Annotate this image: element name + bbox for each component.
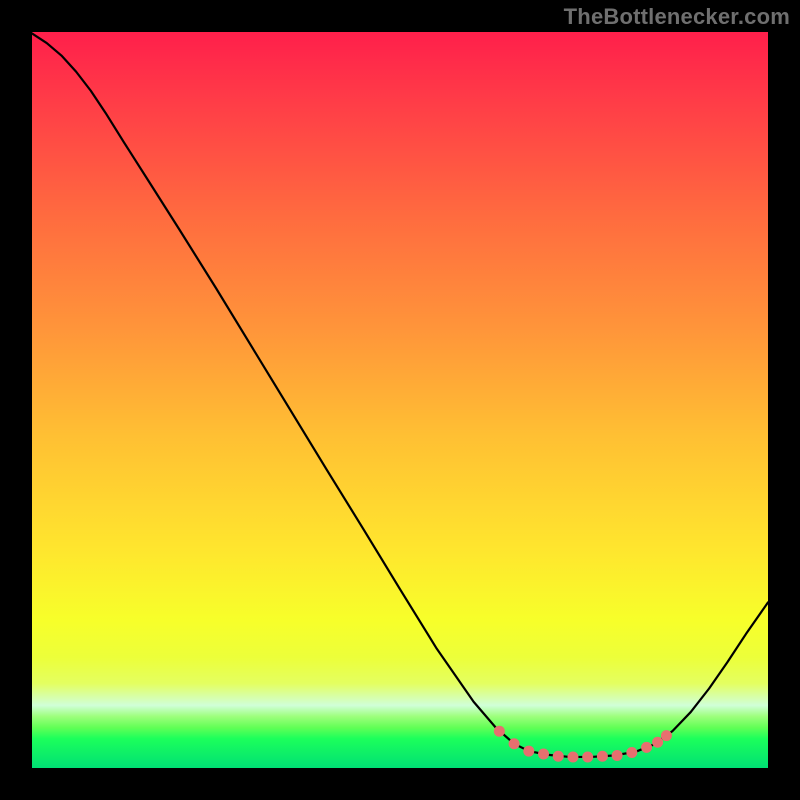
valley-marker [523,746,534,757]
valley-marker [509,738,520,749]
valley-marker [494,726,505,737]
plot-background-gradient [32,32,768,768]
valley-marker [567,751,578,762]
valley-marker [553,751,564,762]
valley-marker [626,747,637,758]
valley-marker [652,737,663,748]
valley-marker [597,751,608,762]
valley-marker [661,730,672,741]
valley-marker [538,749,549,760]
bottleneck-chart [0,0,800,800]
valley-marker [612,750,623,761]
chart-container: TheBottlenecker.com [0,0,800,800]
valley-marker [582,751,593,762]
valley-marker [641,742,652,753]
watermark-text: TheBottlenecker.com [564,4,790,30]
